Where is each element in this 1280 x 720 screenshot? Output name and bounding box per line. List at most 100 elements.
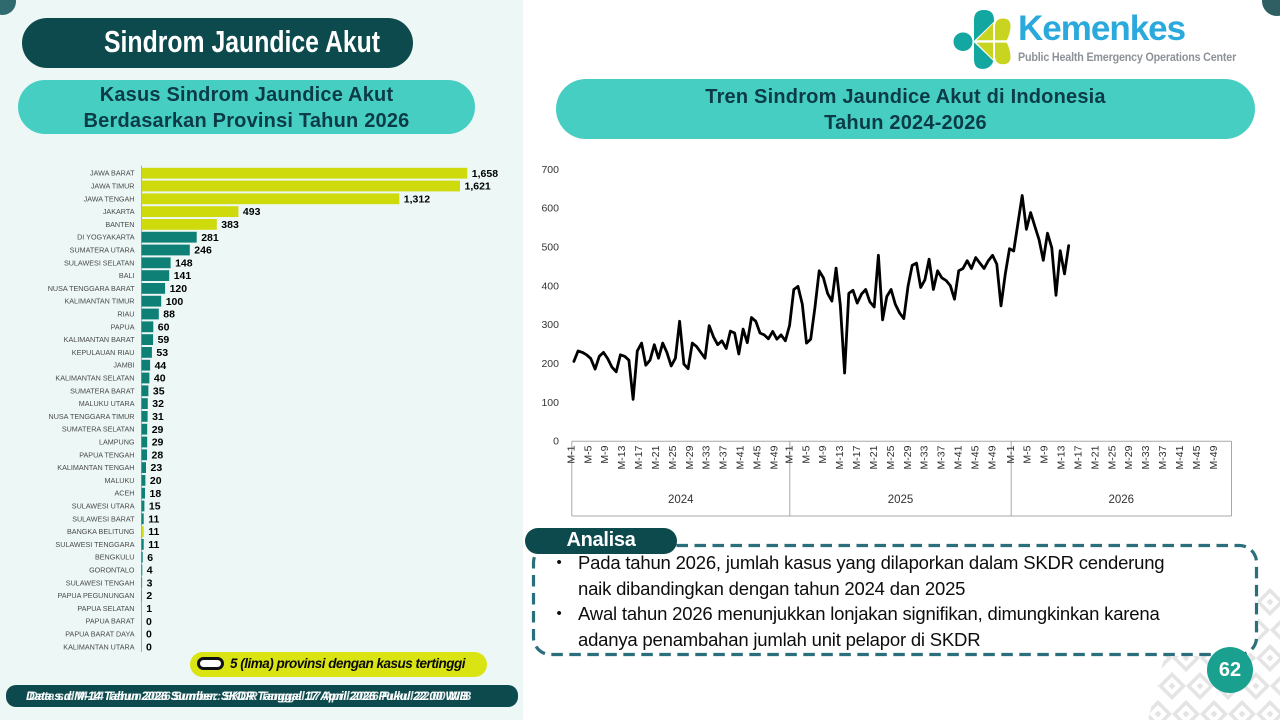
svg-text:53: 53 bbox=[156, 347, 168, 359]
svg-text:M-1: M-1 bbox=[565, 445, 577, 463]
svg-text:M-37: M-37 bbox=[718, 445, 730, 469]
svg-text:700: 700 bbox=[541, 164, 559, 176]
svg-text:3: 3 bbox=[147, 577, 153, 589]
svg-text:BANGKA BELITUNG: BANGKA BELITUNG bbox=[67, 527, 135, 536]
svg-text:M-33: M-33 bbox=[1140, 445, 1152, 469]
svg-text:M-33: M-33 bbox=[919, 445, 931, 469]
svg-text:JAKARTA: JAKARTA bbox=[103, 207, 135, 216]
svg-text:M-13: M-13 bbox=[616, 445, 628, 469]
svg-text:M-17: M-17 bbox=[1073, 445, 1085, 469]
svg-text:100: 100 bbox=[166, 296, 184, 308]
svg-text:KALIMANTAN UTARA: KALIMANTAN UTARA bbox=[63, 642, 134, 651]
svg-text:40: 40 bbox=[154, 373, 166, 385]
svg-text:M-25: M-25 bbox=[1106, 445, 1118, 469]
svg-text:M-29: M-29 bbox=[1123, 445, 1135, 469]
svg-text:KALIMANTAN TENGAH: KALIMANTAN TENGAH bbox=[57, 463, 134, 472]
svg-text:JAWA TENGAH: JAWA TENGAH bbox=[84, 194, 135, 203]
svg-text:600: 600 bbox=[541, 203, 559, 215]
svg-text:M-13: M-13 bbox=[1056, 445, 1068, 469]
svg-text:M-37: M-37 bbox=[936, 445, 948, 469]
svg-text:2025: 2025 bbox=[888, 494, 914, 506]
svg-text:0: 0 bbox=[553, 436, 559, 448]
svg-text:44: 44 bbox=[155, 360, 167, 372]
svg-text:M-5: M-5 bbox=[800, 445, 812, 463]
svg-text:KALIMANTAN BARAT: KALIMANTAN BARAT bbox=[64, 335, 135, 344]
svg-text:300: 300 bbox=[541, 319, 559, 331]
svg-text:JAMBI: JAMBI bbox=[113, 361, 134, 370]
svg-text:M-45: M-45 bbox=[752, 445, 764, 469]
svg-text:88: 88 bbox=[163, 309, 175, 321]
svg-text:MALUKU UTARA: MALUKU UTARA bbox=[79, 399, 135, 408]
svg-text:M-29: M-29 bbox=[902, 445, 914, 469]
svg-text:1,621: 1,621 bbox=[465, 181, 491, 193]
svg-text:32: 32 bbox=[152, 398, 164, 410]
svg-text:0: 0 bbox=[146, 629, 152, 641]
svg-text:2: 2 bbox=[146, 590, 152, 602]
svg-text:200: 200 bbox=[541, 358, 559, 370]
svg-text:11: 11 bbox=[148, 513, 159, 525]
svg-text:M-13: M-13 bbox=[834, 445, 846, 469]
svg-text:BANTEN: BANTEN bbox=[105, 220, 134, 229]
svg-text:29: 29 bbox=[152, 424, 164, 436]
svg-text:KALIMANTAN TIMUR: KALIMANTAN TIMUR bbox=[64, 297, 134, 306]
svg-text:6: 6 bbox=[147, 552, 153, 564]
svg-text:M-45: M-45 bbox=[1191, 445, 1203, 469]
svg-text:JAWA TIMUR: JAWA TIMUR bbox=[91, 182, 135, 191]
svg-text:28: 28 bbox=[152, 449, 164, 461]
svg-text:18: 18 bbox=[150, 488, 162, 500]
svg-text:2024: 2024 bbox=[668, 494, 694, 506]
svg-text:59: 59 bbox=[158, 334, 170, 346]
svg-text:281: 281 bbox=[201, 232, 219, 244]
svg-text:0: 0 bbox=[146, 616, 152, 628]
svg-text:M-1: M-1 bbox=[783, 445, 795, 463]
svg-text:M-9: M-9 bbox=[817, 445, 829, 463]
svg-text:493: 493 bbox=[243, 206, 261, 218]
svg-text:383: 383 bbox=[221, 219, 239, 231]
svg-text:11: 11 bbox=[148, 539, 159, 551]
svg-text:RIAU: RIAU bbox=[117, 310, 134, 319]
svg-text:NUSA TENGGARA TIMUR: NUSA TENGGARA TIMUR bbox=[49, 412, 135, 421]
svg-text:148: 148 bbox=[175, 257, 193, 269]
svg-text:M-21: M-21 bbox=[1089, 445, 1101, 469]
svg-text:0: 0 bbox=[146, 641, 152, 653]
svg-text:M-17: M-17 bbox=[633, 445, 645, 469]
svg-text:M-41: M-41 bbox=[1174, 445, 1186, 469]
svg-text:M-9: M-9 bbox=[1039, 445, 1051, 463]
svg-text:LAMPUNG: LAMPUNG bbox=[99, 438, 135, 447]
svg-text:120: 120 bbox=[170, 283, 188, 295]
svg-text:GORONTALO: GORONTALO bbox=[89, 566, 135, 575]
svg-text:PAPUA BARAT: PAPUA BARAT bbox=[86, 617, 135, 626]
svg-text:PAPUA PEGUNUNGAN: PAPUA PEGUNUNGAN bbox=[58, 591, 135, 600]
svg-text:246: 246 bbox=[194, 245, 212, 257]
svg-text:M-5: M-5 bbox=[582, 445, 594, 463]
svg-text:SULAWESI TENGAH: SULAWESI TENGAH bbox=[66, 578, 135, 587]
svg-text:DI YOGYAKARTA: DI YOGYAKARTA bbox=[77, 233, 135, 242]
svg-text:SULAWESI SELATAN: SULAWESI SELATAN bbox=[64, 258, 135, 267]
svg-text:M-25: M-25 bbox=[885, 445, 897, 469]
svg-text:35: 35 bbox=[153, 385, 165, 397]
svg-text:ACEH: ACEH bbox=[115, 489, 135, 498]
svg-text:M-41: M-41 bbox=[735, 445, 747, 469]
svg-text:M-49: M-49 bbox=[986, 445, 998, 469]
svg-text:1,312: 1,312 bbox=[404, 193, 430, 205]
svg-text:29: 29 bbox=[152, 437, 164, 449]
svg-text:KALIMANTAN SELATAN: KALIMANTAN SELATAN bbox=[55, 374, 134, 383]
svg-text:20: 20 bbox=[150, 475, 162, 487]
svg-text:PAPUA TENGAH: PAPUA TENGAH bbox=[79, 450, 134, 459]
svg-text:500: 500 bbox=[541, 241, 559, 253]
svg-text:PAPUA BARAT DAYA: PAPUA BARAT DAYA bbox=[65, 630, 134, 639]
svg-text:1,658: 1,658 bbox=[472, 168, 498, 180]
svg-text:M-33: M-33 bbox=[701, 445, 713, 469]
svg-text:PAPUA SELATAN: PAPUA SELATAN bbox=[77, 604, 134, 613]
svg-text:BENGKULU: BENGKULU bbox=[95, 553, 135, 562]
svg-text:NUSA TENGGARA BARAT: NUSA TENGGARA BARAT bbox=[48, 284, 135, 293]
svg-text:1: 1 bbox=[146, 603, 152, 615]
svg-text:PAPUA: PAPUA bbox=[111, 322, 135, 331]
svg-text:M-37: M-37 bbox=[1157, 445, 1169, 469]
svg-text:2026: 2026 bbox=[1109, 494, 1135, 506]
svg-text:SUMATERA BARAT: SUMATERA BARAT bbox=[70, 386, 135, 395]
svg-text:11: 11 bbox=[148, 526, 159, 538]
svg-text:23: 23 bbox=[151, 462, 163, 474]
svg-text:15: 15 bbox=[149, 501, 161, 513]
svg-text:141: 141 bbox=[174, 270, 192, 282]
